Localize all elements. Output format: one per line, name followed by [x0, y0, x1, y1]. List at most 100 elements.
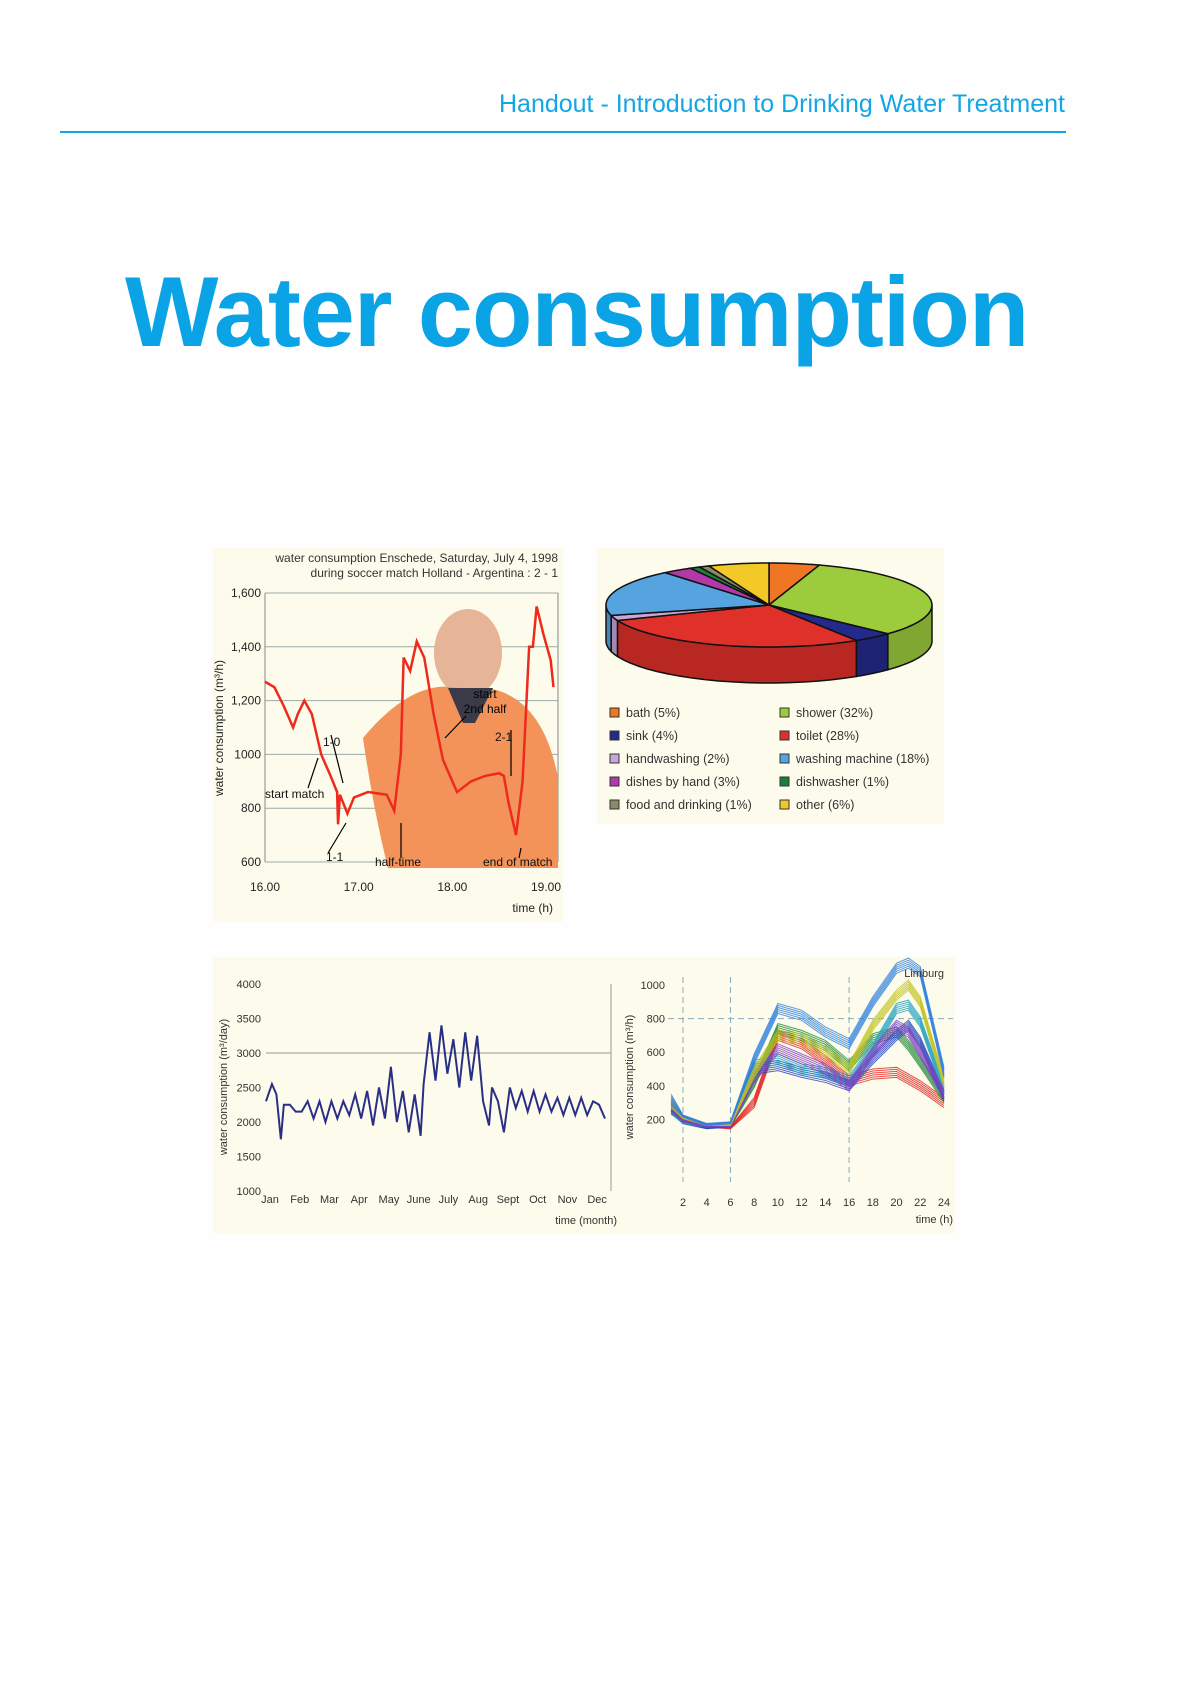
x-tick-label: Apr: [351, 1194, 368, 1206]
annotation-label: half-time: [375, 855, 421, 869]
annotation-arrow: [444, 715, 467, 739]
legend-label: sink (4%): [626, 729, 678, 743]
chart-subtitle: during soccer match Holland - Argentina …: [311, 566, 559, 580]
x-tick-label: 19.00: [531, 880, 561, 894]
x-tick-label: 18.00: [437, 880, 467, 894]
legend-swatch: [609, 776, 620, 787]
legend-swatch: [779, 799, 790, 810]
chart-title: water consumption Enschede, Saturday, Ju…: [274, 551, 558, 565]
y-tick-label: 1000: [234, 747, 261, 761]
y-tick-label: 800: [241, 801, 261, 815]
x-tick-label: 17.00: [344, 880, 374, 894]
annual-and-daily-charts: 1000 1500 2000 2500 3000 3500 4000 Jan Feb Mar Apr…: [218, 946, 953, 1227]
player-head-image: [434, 609, 502, 697]
x-tick-label: 10: [772, 1197, 784, 1209]
legend-label: washing machine (18%): [795, 752, 929, 766]
header-rule: [60, 131, 1066, 133]
y-tick-label: 4000: [237, 979, 261, 991]
x-tick-label: 8: [751, 1197, 757, 1209]
page-title: Water consumption: [125, 256, 1029, 367]
x-tick-label: May: [379, 1194, 400, 1206]
legend-label: handwashing (2%): [626, 752, 730, 766]
daily-curve: [670, 1037, 945, 1129]
daily-curve: [670, 1035, 945, 1129]
y-axis-label: water consumption (m³/day): [218, 1019, 230, 1156]
y-axis-label: water consumption (m³/h): [624, 1015, 636, 1141]
daily-curve: [670, 1039, 945, 1130]
x-tick-label: July: [439, 1194, 459, 1206]
x-tick-label: 24: [938, 1197, 950, 1209]
x-tick-label: Sept: [497, 1194, 520, 1206]
annotation-label: 1-0: [323, 735, 341, 749]
annotation-arrow: [330, 734, 344, 784]
annotation-arrow: [327, 822, 347, 854]
x-tick-label: Jan: [261, 1194, 279, 1206]
pie-slice-dishes-by-hand: [662, 567, 770, 606]
header-title: Handout - Introduction to Drinking Water…: [498, 90, 1065, 118]
legend-label: shower (32%): [796, 706, 873, 720]
annotation-label: start: [473, 687, 497, 701]
daily-curve: [670, 989, 945, 1126]
legend-label: other (6%): [796, 798, 854, 812]
pie-slice-shower: [767, 564, 933, 635]
y-tick-label: 600: [647, 1047, 665, 1059]
player-shirt-image: [363, 686, 558, 868]
legend-swatch: [779, 753, 790, 764]
consumption-line: [264, 606, 555, 836]
x-tick-label: Feb: [290, 1194, 309, 1206]
soccer-match-chart-panel: water consumption Enschede, Saturday, Ju…: [212, 548, 563, 922]
pie-slice-dishwasher: [687, 566, 770, 606]
soccer-match-chart: water consumption Enschede, Saturday, Ju…: [212, 551, 561, 915]
y-tick-label: 1000: [641, 980, 665, 992]
pie-slice-other: [706, 562, 770, 607]
legend-swatch: [779, 707, 790, 718]
household-usage-pie-chart: bath (5%) shower (32%) sink (4%) toilet (28…: [605, 562, 933, 812]
x-tick-label: 6: [727, 1197, 733, 1209]
x-tick-label: Mar: [320, 1194, 339, 1206]
y-tick-label: 1000: [237, 1186, 261, 1198]
x-tick-label: Oct: [529, 1194, 546, 1206]
y-axis-label: water consumption (m³/h): [213, 660, 226, 797]
pie-side-handwashing: [610, 613, 619, 658]
annual-consumption-line: [265, 1025, 606, 1140]
legend-swatch: [609, 753, 620, 764]
legend-label: food and drinking (1%): [626, 798, 752, 812]
x-tick-label: June: [407, 1194, 431, 1206]
player-collar-image: [448, 688, 493, 723]
legend-label: dishes by hand (3%): [626, 775, 740, 789]
legend-label: bath (5%): [626, 706, 680, 720]
annotation-label: end of match: [483, 855, 552, 869]
x-tick-label: Nov: [558, 1194, 578, 1206]
annotation-label: 2-1: [495, 730, 513, 744]
annotation-arrow: [518, 847, 522, 859]
x-axis-label: time (h): [512, 901, 553, 915]
x-tick-label: 16: [843, 1197, 855, 1209]
daily-curve: [670, 985, 945, 1126]
annotation-label: 1-1: [326, 850, 344, 864]
pie-slice-sink: [768, 604, 889, 642]
x-tick-label: 16.00: [250, 880, 280, 894]
y-tick-label: 200: [647, 1114, 665, 1126]
y-tick-label: 1500: [237, 1152, 261, 1164]
legend-label: dishwasher (1%): [796, 775, 889, 789]
y-tick-label: 1200: [641, 957, 665, 958]
x-tick-label: 4: [704, 1197, 710, 1209]
y-tick-label: 1,200: [231, 694, 261, 708]
x-axis-label: time (h): [916, 1214, 953, 1226]
x-tick-label: 2: [680, 1197, 686, 1209]
y-tick-label: 400: [647, 1081, 665, 1093]
chart-title: Limburg: [904, 968, 944, 980]
annotation-arrow: [307, 757, 319, 789]
legend-swatch: [609, 799, 620, 810]
daily-curve: [670, 957, 945, 1124]
x-tick-label: 18: [867, 1197, 879, 1209]
x-tick-label: Dec: [587, 1194, 607, 1206]
daily-curve: [670, 983, 945, 1125]
legend-label: toilet (28%): [796, 729, 859, 743]
y-tick-label: 3000: [237, 1048, 261, 1060]
legend-swatch: [779, 776, 790, 787]
y-tick-label: 3500: [237, 1014, 261, 1026]
x-axis-label: time (month): [555, 1215, 617, 1227]
x-tick-label: 12: [796, 1197, 808, 1209]
